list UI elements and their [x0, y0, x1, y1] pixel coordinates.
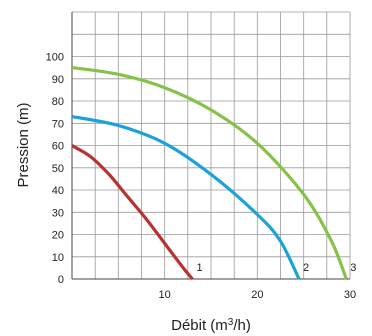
y-tick-label: 60 — [52, 141, 64, 153]
y-tick-labels: 0 10 20 30 40 50 60 70 80 90 100 — [46, 52, 64, 287]
y-tick-label: 0 — [58, 274, 64, 286]
x-axis-title-superscript: 3 — [228, 317, 234, 328]
curve-label-3: 3 — [350, 262, 356, 274]
x-tick-label: 10 — [159, 289, 171, 301]
y-tick-label: 100 — [46, 52, 64, 64]
curve-1 — [71, 144, 194, 281]
grid — [71, 11, 351, 280]
y-axis-title: Pression (m) — [15, 102, 32, 187]
y-tick-label: 70 — [52, 118, 64, 130]
curve-label-2: 2 — [303, 262, 309, 274]
curve-labels: 1 2 3 — [196, 262, 356, 274]
y-tick-label: 40 — [52, 185, 64, 197]
y-tick-label: 80 — [52, 96, 64, 108]
x-tick-labels: 10 20 30 — [159, 289, 357, 301]
y-tick-label: 30 — [52, 207, 64, 219]
y-tick-label: 50 — [52, 163, 64, 175]
curve-label-1: 1 — [196, 262, 202, 274]
y-tick-label: 10 — [52, 252, 64, 264]
x-axis-title: Débit (m3/h) — [171, 317, 251, 335]
y-tick-label: 90 — [52, 74, 64, 86]
curve-2 — [71, 115, 301, 280]
x-tick-label: 30 — [344, 289, 356, 301]
x-tick-label: 20 — [251, 289, 263, 301]
y-tick-label: 20 — [52, 230, 64, 242]
curves — [71, 66, 348, 281]
curve-3 — [71, 66, 348, 280]
